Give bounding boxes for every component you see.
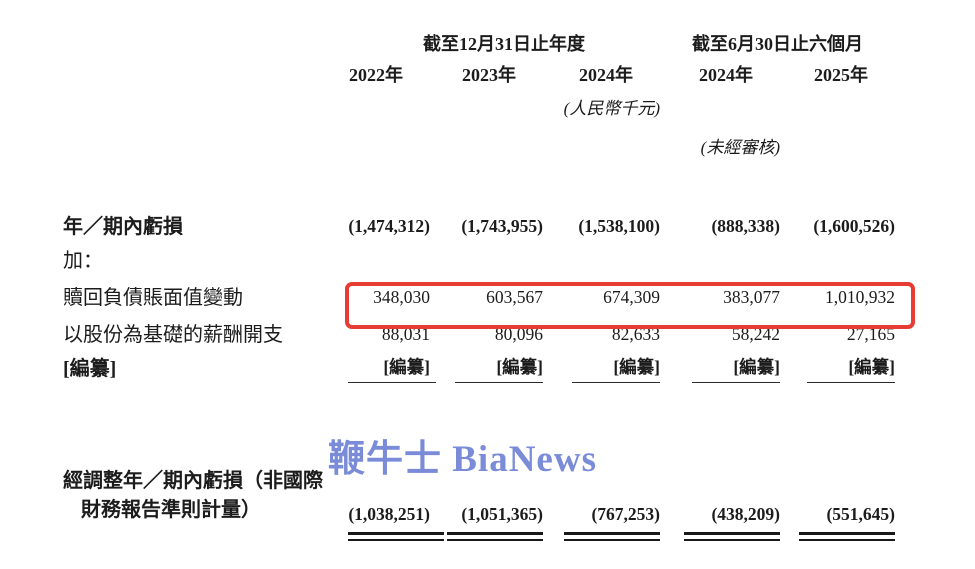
double-underline-rule (684, 532, 780, 541)
value-cell: 58,242 (731, 324, 780, 345)
empty-cell (63, 60, 348, 90)
financial-table: 截至12月31日止年度 截至6月30日止六個月 2022年 2023年 2024… (63, 28, 895, 541)
year-header-2024-interim: 2024年 (699, 64, 753, 85)
underline-rule (348, 379, 436, 383)
row-label: [編纂] (63, 358, 117, 380)
double-underline-rule (348, 532, 444, 541)
value-cell (430, 244, 543, 278)
value-cell: (767,253) (543, 447, 660, 541)
unaudited-note-row: (未經審核) (63, 128, 895, 168)
empty-cell (348, 90, 430, 128)
underline-rule (572, 379, 660, 383)
empty-cell (430, 128, 543, 168)
underline-rule (455, 379, 543, 383)
value-cell: 674,309 (603, 287, 660, 308)
value-cell (348, 244, 430, 278)
value-cell: (1,474,312) (348, 216, 430, 237)
empty-cell (63, 28, 348, 60)
unaudited-note: (未經審核) (700, 138, 780, 158)
value-cell: [編纂] (780, 352, 895, 403)
value-cell: (888,338) (711, 216, 780, 237)
year-header-2023: 2023年 (462, 64, 516, 85)
double-underline-rule (447, 532, 543, 541)
underline-rule (807, 379, 895, 383)
value-cell (543, 244, 660, 278)
value-cell: (1,538,100) (578, 216, 660, 237)
underline-rule (692, 379, 780, 383)
value-cell (660, 244, 780, 278)
value-cell: 383,077 (723, 287, 780, 308)
value-cell: 80,096 (494, 324, 543, 345)
value-cell: (1,051,365) (430, 447, 543, 541)
table-body: 截至12月31日止年度 截至6月30日止六個月 2022年 2023年 2024… (63, 28, 895, 541)
currency-note: (人民幣千元) (563, 99, 660, 119)
empty-cell (348, 128, 430, 168)
value-cell (780, 244, 895, 278)
row-label: 經調整年／期內虧損（非國際 財務報告準則計量） (63, 470, 323, 521)
column-group-annual: 截至12月31日止年度 (423, 33, 585, 54)
value-cell: [編纂] (348, 352, 436, 403)
value-cell: 1,010,932 (825, 287, 895, 308)
value-cell: 27,165 (846, 324, 895, 345)
value-cell: [編纂] (660, 352, 780, 403)
empty-cell (543, 128, 660, 168)
table-row: 年／期內虧損 (1,474,312) (1,743,955) (1,538,10… (63, 210, 895, 244)
table-row: 贖回負債賬面值變動 348,030 603,567 674,309 383,07… (63, 278, 895, 318)
empty-cell (430, 90, 543, 128)
row-label: 年／期內虧損 (63, 215, 183, 238)
table-row: [編纂] [編纂] [編纂] [編纂] [編纂] [編纂] (63, 352, 895, 403)
table-row: 經調整年／期內虧損（非國際 財務報告準則計量） (1,038,251) (1,05… (63, 447, 895, 541)
empty-cell (780, 90, 895, 128)
value-cell: 88,031 (381, 324, 430, 345)
value-cell: (551,645) (780, 447, 895, 541)
value-cell: [編纂] (543, 352, 660, 403)
row-label: 贖回負債賬面值變動 (63, 286, 243, 309)
row-label: 以股份為基礎的薪酬開支 (63, 323, 283, 346)
double-underline-rule (564, 532, 660, 541)
year-header-2025: 2025年 (814, 64, 868, 85)
year-header-row: 2022年 2023年 2024年 2024年 2025年 (63, 60, 895, 90)
empty-cell (780, 128, 895, 168)
value-cell: (438,209) (660, 447, 780, 541)
spacer-row (63, 168, 895, 210)
value-cell: (1,600,526) (813, 216, 895, 237)
table-row: 以股份為基礎的薪酬開支 88,031 80,096 82,633 58,242 … (63, 318, 895, 352)
value-cell: [編纂] (430, 352, 543, 403)
value-cell: (1,038,251) (348, 447, 444, 541)
empty-cell (63, 90, 348, 128)
value-cell: 82,633 (611, 324, 660, 345)
row-label: 加： (63, 249, 103, 272)
value-cell: 348,030 (373, 287, 430, 308)
value-cell: (1,743,955) (461, 216, 543, 237)
value-cell: 603,567 (486, 287, 543, 308)
table-row: 加： (63, 244, 895, 278)
empty-cell (660, 90, 780, 128)
year-header-2024: 2024年 (579, 64, 633, 85)
currency-note-row: (人民幣千元) (63, 90, 895, 128)
watermark: 鞭牛士 BiaNews (328, 439, 597, 480)
column-group-header-row: 截至12月31日止年度 截至6月30日止六個月 (63, 28, 895, 60)
column-group-interim: 截至6月30日止六個月 (692, 33, 863, 54)
double-underline-rule (799, 532, 895, 541)
empty-cell (63, 128, 348, 168)
year-header-2022: 2022年 (349, 64, 403, 85)
